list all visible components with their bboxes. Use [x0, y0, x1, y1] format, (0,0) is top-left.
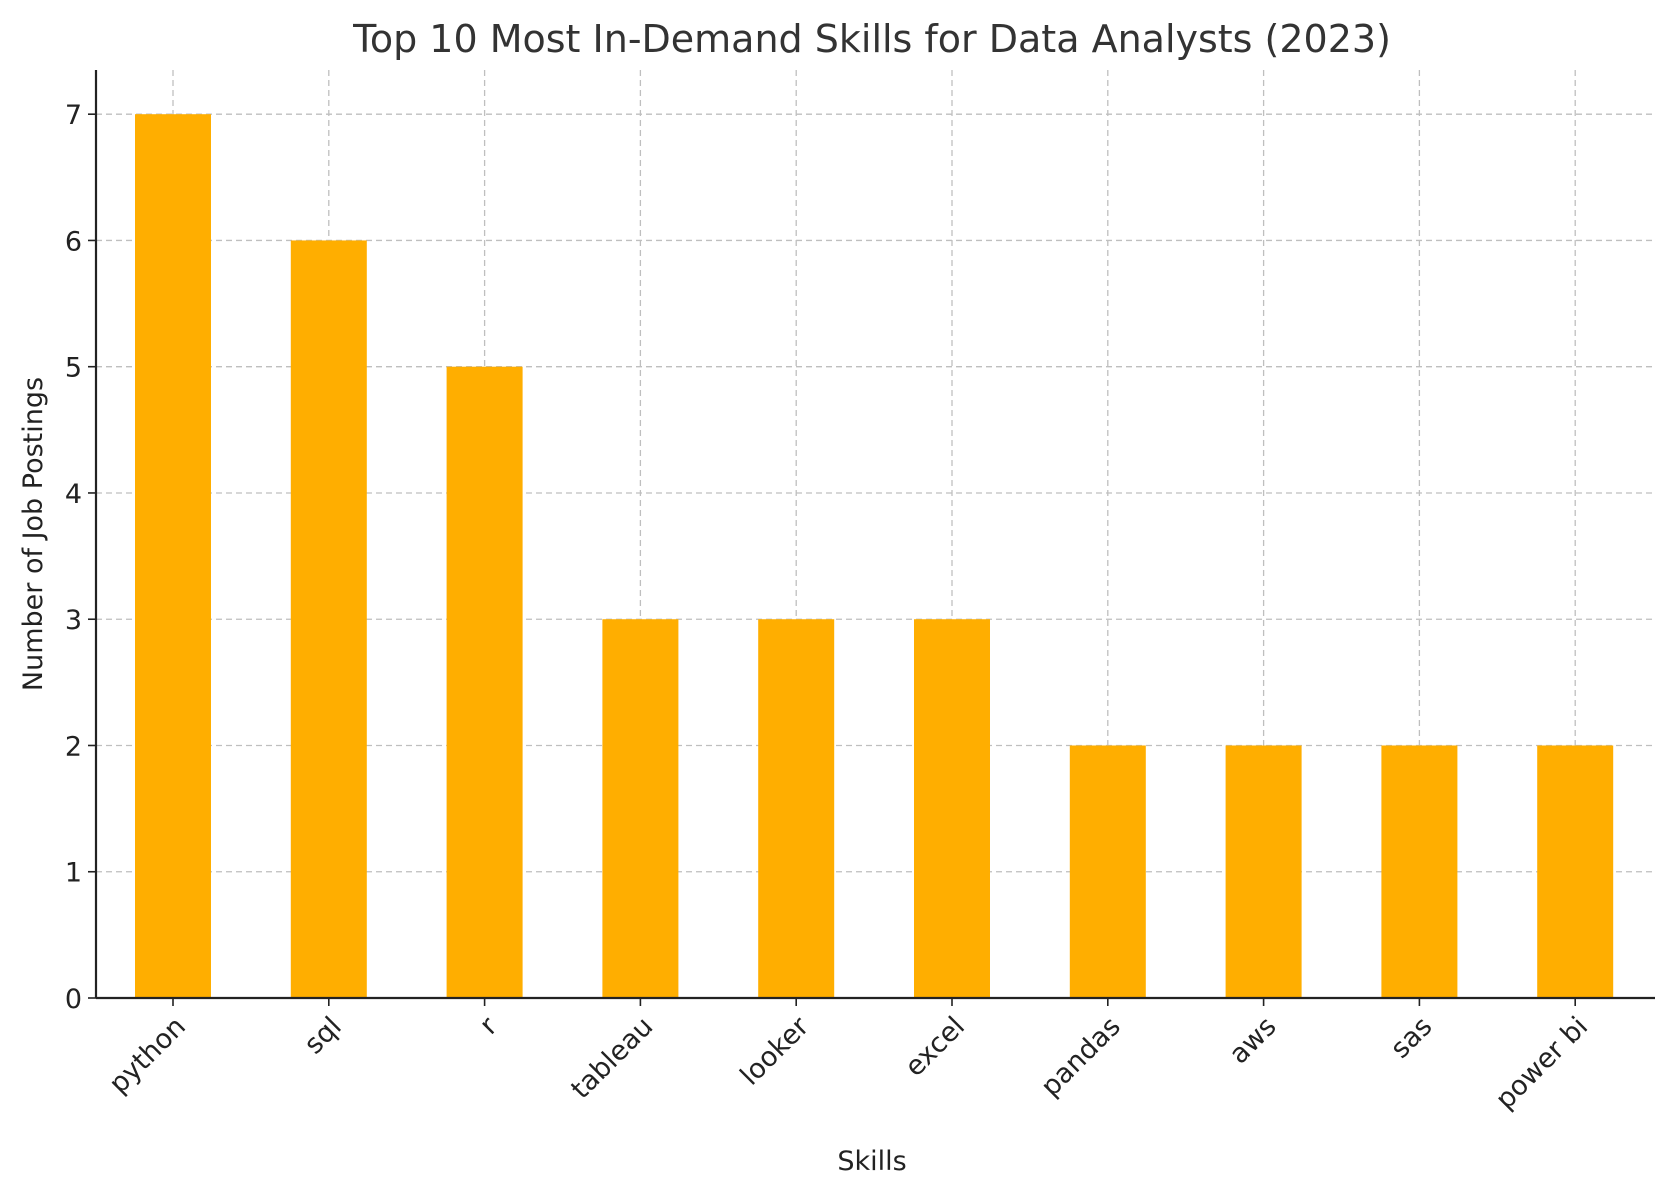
y-tick-label: 4 — [65, 479, 82, 510]
y-tick-label: 5 — [65, 353, 82, 384]
bar-excel — [914, 619, 990, 998]
y-tick-label: 6 — [65, 226, 82, 257]
x-tick-label: r — [474, 1010, 504, 1040]
bar-aws — [1225, 745, 1302, 998]
y-tick-label: 1 — [65, 858, 82, 889]
x-axis-label: Skills — [837, 1146, 906, 1177]
x-tick-label: sql — [298, 1011, 347, 1060]
x-tick-label: excel — [899, 1011, 971, 1083]
x-tick-labels: python sql r tableau looker excel pandas aws sas… — [103, 998, 1594, 1115]
bar-looker — [758, 619, 835, 998]
bar-r — [446, 366, 523, 998]
x-tick-label: looker — [735, 1010, 816, 1091]
x-tick-label: power bi — [1490, 1011, 1594, 1115]
y-tick-label: 7 — [65, 100, 82, 131]
x-tick-label: sas — [1385, 1011, 1439, 1065]
bar-python — [135, 114, 211, 998]
x-tick-label: python — [103, 1011, 192, 1100]
y-tick-label: 3 — [65, 605, 82, 636]
bar-pandas — [1069, 745, 1146, 998]
axes — [94, 70, 1655, 1000]
x-tick-label: tableau — [565, 1011, 659, 1105]
bar-sql — [290, 240, 367, 998]
y-tick-label: 2 — [65, 731, 82, 762]
y-axis-label: Number of Job Postings — [18, 377, 49, 691]
bar-power-bi — [1537, 745, 1614, 998]
chart-title: Top 10 Most In-Demand Skills for Data An… — [352, 17, 1391, 61]
x-tick-label: pandas — [1035, 1011, 1127, 1103]
x-tick-label: aws — [1223, 1011, 1282, 1070]
y-tick-labels: 0 1 2 3 4 5 6 7 — [65, 100, 96, 1015]
bar-tableau — [602, 619, 679, 998]
bars — [135, 114, 1614, 998]
bar-sas — [1381, 745, 1458, 998]
y-tick-label: 0 — [65, 984, 82, 1015]
